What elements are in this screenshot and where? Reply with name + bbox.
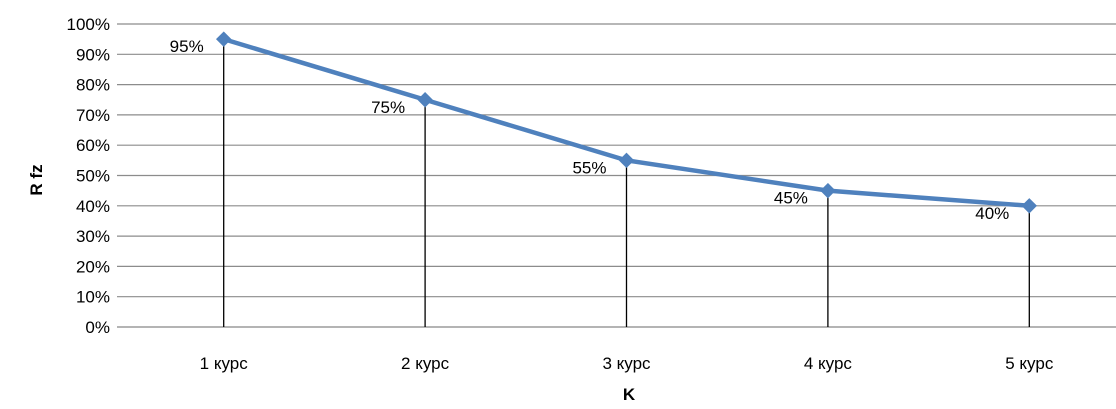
x-tick-label: 4 курс [804,354,853,373]
data-label: 95% [170,37,204,56]
y-tick-label: 60% [76,136,110,155]
data-point-marker [1021,198,1038,214]
data-point-marker [417,92,433,108]
gridlines [117,23,1116,328]
y-tick-label: 0% [85,318,110,337]
data-label: 55% [572,158,606,177]
data-label: 75% [371,98,405,117]
y-axis-title: R fz [27,164,46,195]
x-tick-label: 2 курс [401,354,450,373]
y-tick-label: 50% [76,167,110,186]
x-axis-tick-labels: 1 курс 2 курс 3 курс 4 курс 5 курс [200,354,1054,373]
data-point-marker [618,152,635,169]
y-tick-label: 20% [76,257,110,276]
x-tick-label: 3 курс [602,354,651,373]
drop-lines [223,39,1030,327]
data-label: 45% [774,189,808,208]
y-tick-label: 30% [76,227,110,246]
y-tick-label: 70% [76,106,110,125]
data-point-marker [820,182,836,199]
y-tick-label: 90% [76,45,110,64]
x-axis-title: K [623,385,636,404]
data-label: 40% [975,204,1009,223]
x-tick-label: 1 курс [200,354,249,373]
y-tick-label: 100% [67,15,110,34]
y-tick-label: 80% [76,76,110,95]
data-point-marker [215,31,232,47]
x-tick-label: 5 курс [1005,354,1054,373]
y-tick-label: 10% [76,288,110,307]
y-axis-tick-labels: 0% 10% 20% 30% 40% 50% 60% 70% 80% 90% 100% [67,15,110,337]
y-tick-label: 40% [76,197,110,216]
series-layer [215,31,1038,214]
data-labels: 95% 75% 55% 45% 40% [170,37,1010,223]
